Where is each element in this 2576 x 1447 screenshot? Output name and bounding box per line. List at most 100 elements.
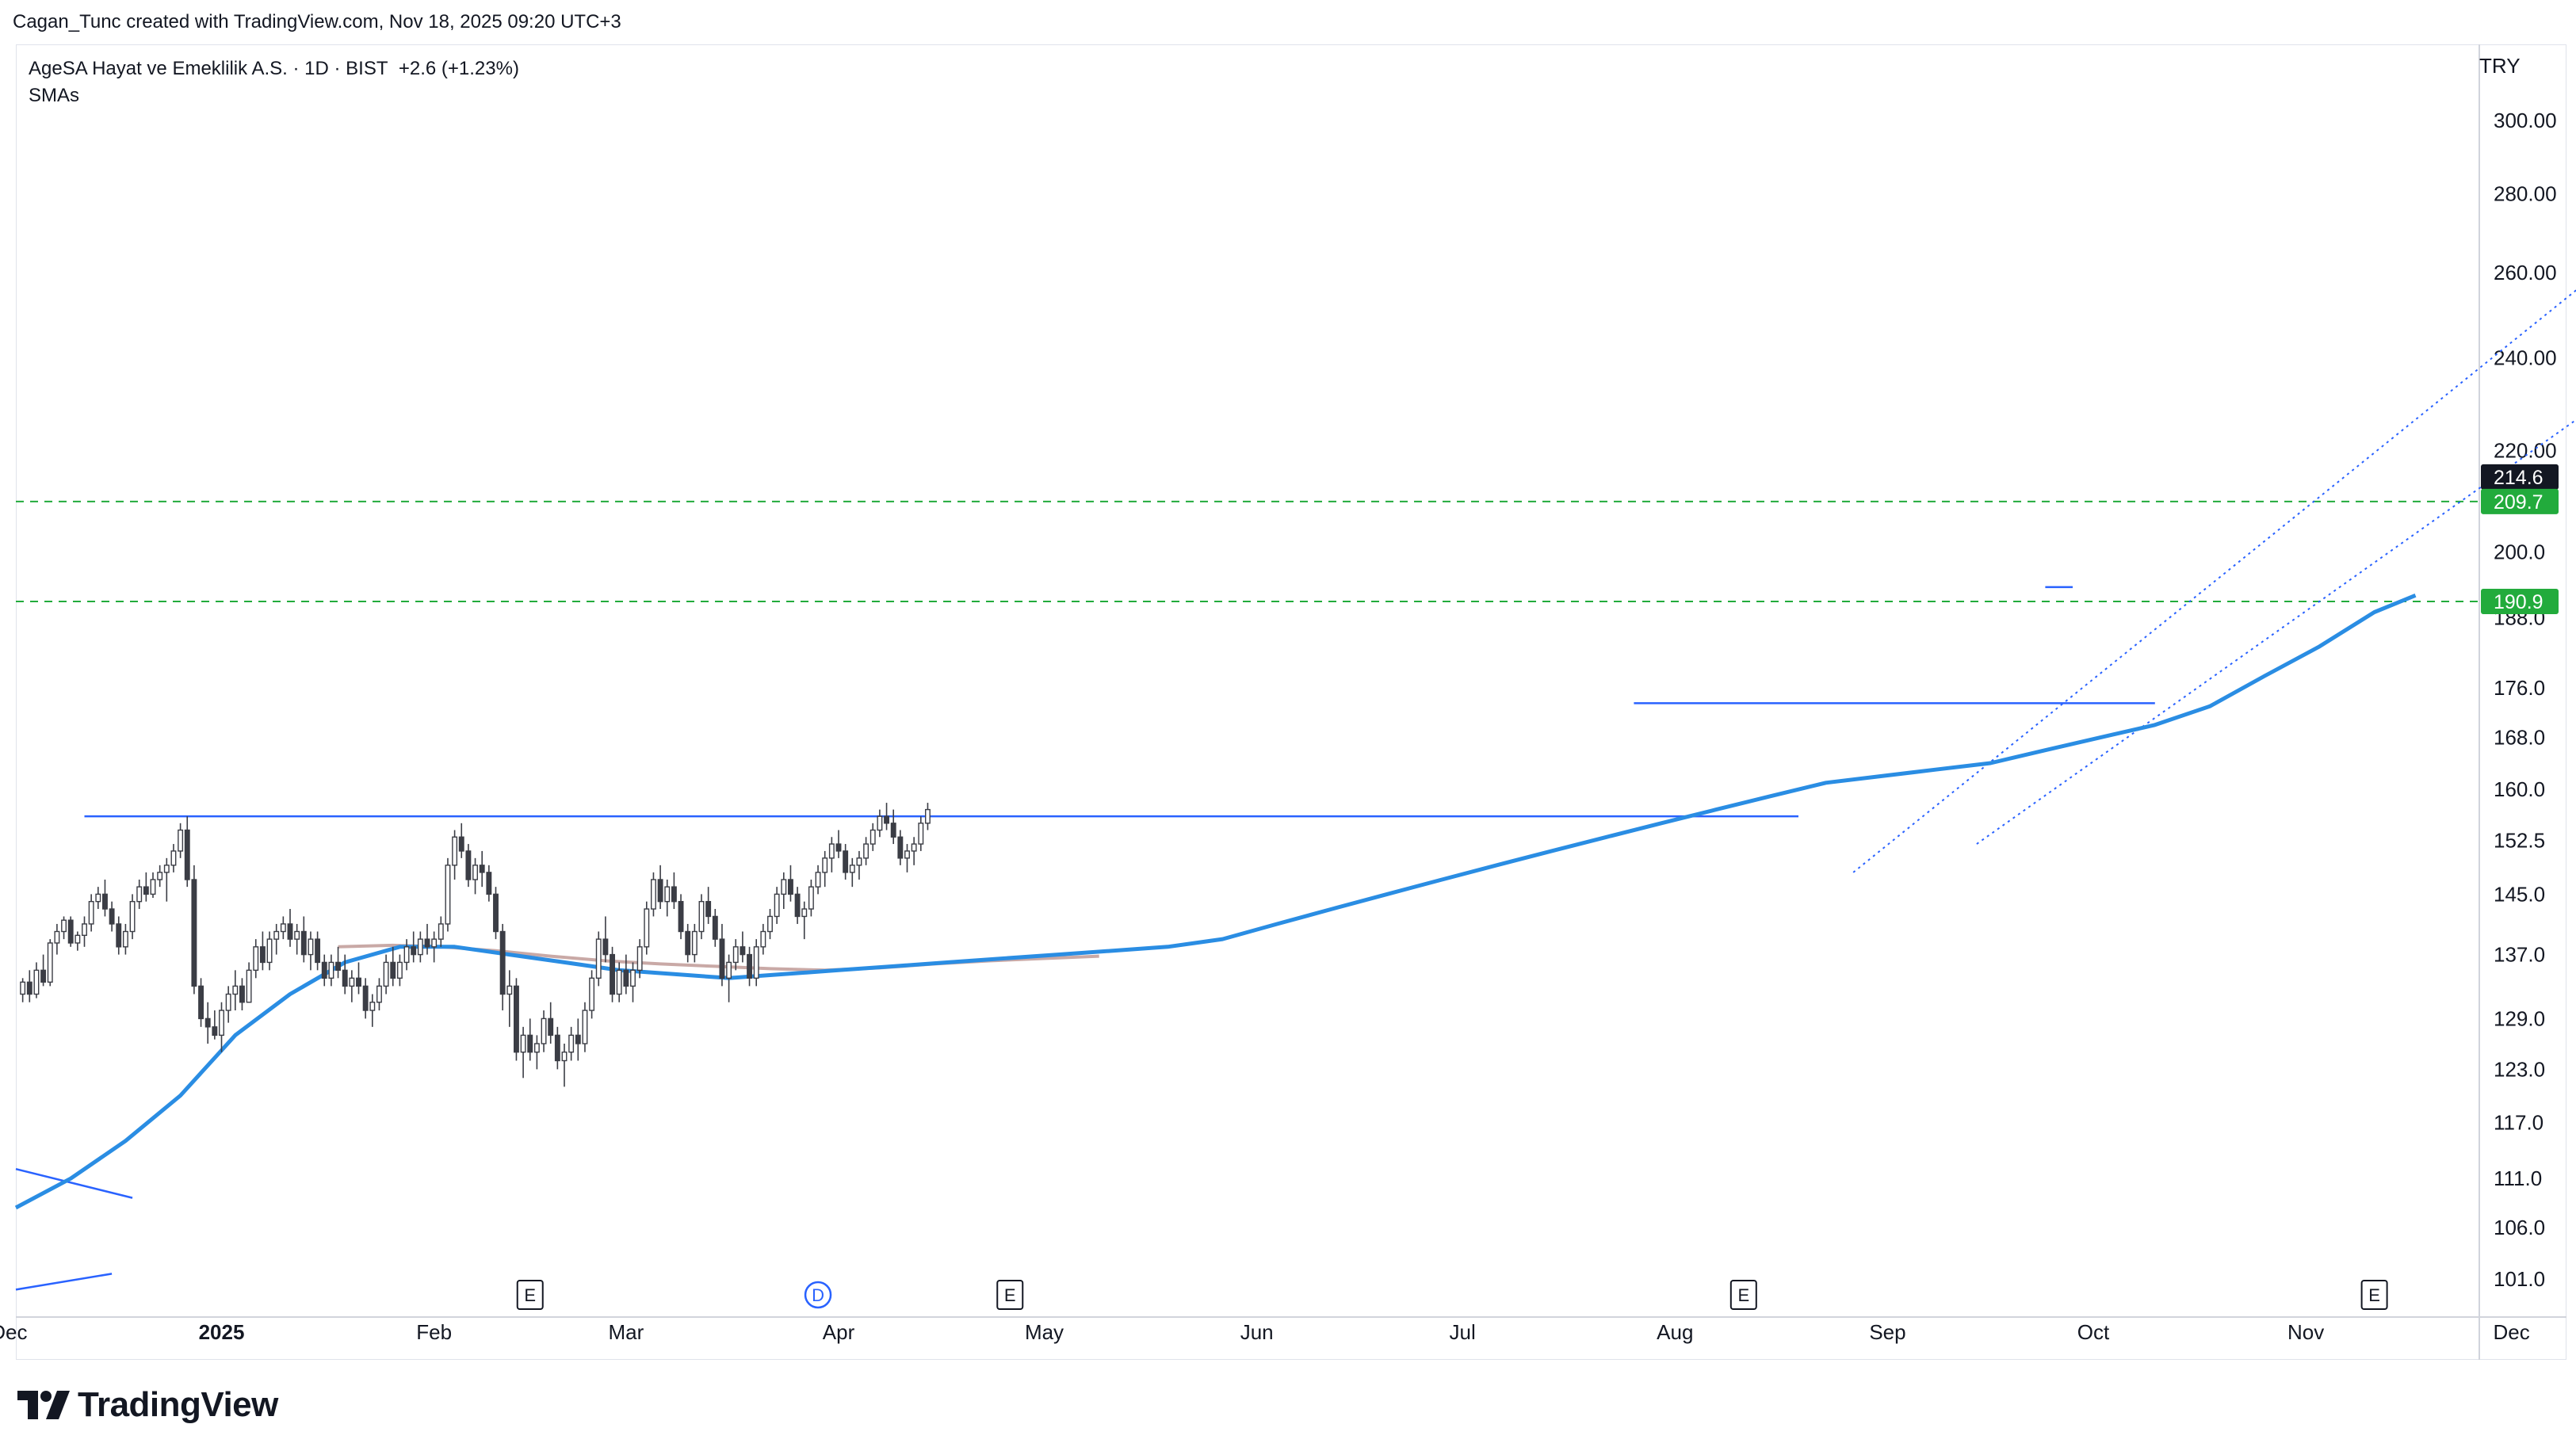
candle-body[interactable] xyxy=(163,865,170,873)
candle-body[interactable] xyxy=(644,908,650,948)
candle-body[interactable] xyxy=(774,893,780,918)
candle-body[interactable] xyxy=(315,938,321,964)
candle-body[interactable] xyxy=(411,946,417,956)
candle-body[interactable] xyxy=(890,823,896,838)
candle-body[interactable] xyxy=(342,969,348,987)
candle-body[interactable] xyxy=(465,850,472,880)
candle-body[interactable] xyxy=(651,879,656,910)
legend-symbol[interactable]: AgeSA Hayat ve Emeklilik A.S. · 1D · BIS… xyxy=(29,58,388,79)
candle-body[interactable] xyxy=(47,942,53,983)
candle-body[interactable] xyxy=(520,1034,526,1053)
candle-body[interactable] xyxy=(198,985,204,1020)
candle-body[interactable] xyxy=(726,961,732,979)
candle-body[interactable] xyxy=(335,961,341,972)
candle-body[interactable] xyxy=(843,850,849,873)
candle-body[interactable] xyxy=(705,900,712,918)
candle-body[interactable] xyxy=(822,857,828,873)
candle-body[interactable] xyxy=(527,1034,533,1053)
candle-body[interactable] xyxy=(712,915,718,940)
currency-label[interactable]: TRY xyxy=(2479,54,2521,78)
price-badge[interactable] xyxy=(2481,589,2559,615)
candle-body[interactable] xyxy=(308,938,314,956)
candle-body[interactable] xyxy=(575,1034,581,1044)
candle-body[interactable] xyxy=(328,961,334,979)
candle-body[interactable] xyxy=(150,879,156,895)
sma-fast-line[interactable] xyxy=(338,943,1099,972)
candle-body[interactable] xyxy=(403,946,410,964)
candle-body[interactable] xyxy=(266,938,273,964)
candle-body[interactable] xyxy=(178,829,184,852)
candle-body[interactable] xyxy=(801,908,808,918)
candle-body[interactable] xyxy=(212,1026,218,1037)
candle-body[interactable] xyxy=(911,843,917,852)
candle-body[interactable] xyxy=(431,938,438,948)
candle-body[interactable] xyxy=(678,900,684,933)
candle-body[interactable] xyxy=(506,985,513,995)
candle-body[interactable] xyxy=(610,953,615,995)
earnings-event-icon[interactable] xyxy=(996,1280,1024,1310)
candle-body[interactable] xyxy=(204,1017,211,1028)
candle-body[interactable] xyxy=(33,969,40,995)
candle-body[interactable] xyxy=(369,1002,376,1011)
price-badge[interactable] xyxy=(2481,488,2559,514)
candle-body[interactable] xyxy=(287,923,293,940)
candle-body[interactable] xyxy=(595,938,602,979)
candle-body[interactable] xyxy=(514,985,519,1053)
candle-body[interactable] xyxy=(362,985,369,1011)
trendline[interactable] xyxy=(15,1273,113,1291)
candle-body[interactable] xyxy=(157,872,163,880)
candle-body[interactable] xyxy=(589,977,595,1011)
candle-body[interactable] xyxy=(657,879,663,903)
candle-body[interactable] xyxy=(246,969,252,1003)
candle-body[interactable] xyxy=(280,923,286,933)
candle-body[interactable] xyxy=(122,930,128,948)
candle-body[interactable] xyxy=(493,893,499,933)
candle-body[interactable] xyxy=(869,829,876,845)
candle-body[interactable] xyxy=(568,1034,575,1053)
candle-body[interactable] xyxy=(815,872,821,888)
candle-body[interactable] xyxy=(26,981,32,995)
candle-body[interactable] xyxy=(390,961,396,979)
candle-body[interactable] xyxy=(698,900,705,933)
earnings-event-icon[interactable] xyxy=(516,1280,544,1310)
candle-body[interactable] xyxy=(191,879,197,987)
trendline[interactable] xyxy=(15,1167,133,1199)
candle-body[interactable] xyxy=(499,930,506,995)
candle-body[interactable] xyxy=(767,915,773,933)
candle-body[interactable] xyxy=(623,969,629,987)
candle-body[interactable] xyxy=(259,946,266,964)
candle-body[interactable] xyxy=(918,823,924,845)
candle-body[interactable] xyxy=(602,938,609,956)
channel-line[interactable] xyxy=(1852,221,2576,873)
candle-body[interactable] xyxy=(349,977,355,987)
candle-body[interactable] xyxy=(101,893,108,910)
candle-body[interactable] xyxy=(472,865,478,880)
candle-body[interactable] xyxy=(877,815,883,831)
candle-body[interactable] xyxy=(835,843,842,852)
candle-body[interactable] xyxy=(232,985,239,995)
candle-body[interactable] xyxy=(541,1017,547,1044)
candle-body[interactable] xyxy=(828,843,835,859)
candle-body[interactable] xyxy=(20,981,26,995)
candle-body[interactable] xyxy=(897,836,904,859)
dividend-event-icon[interactable] xyxy=(804,1281,832,1309)
candle-body[interactable] xyxy=(788,879,793,895)
candle-body[interactable] xyxy=(884,815,890,824)
sma-slow-line[interactable] xyxy=(14,593,2417,1210)
candle-body[interactable] xyxy=(54,930,60,944)
candle-body[interactable] xyxy=(88,900,94,925)
candle-body[interactable] xyxy=(924,808,931,824)
candle-body[interactable] xyxy=(129,900,136,933)
candle-body[interactable] xyxy=(239,985,245,1003)
candle-body[interactable] xyxy=(747,953,752,979)
candle-body[interactable] xyxy=(486,872,492,895)
candle-body[interactable] xyxy=(356,977,361,987)
candle-body[interactable] xyxy=(636,946,643,972)
candle-body[interactable] xyxy=(273,930,280,940)
candle-body[interactable] xyxy=(376,985,382,1003)
candle-body[interactable] xyxy=(691,930,698,956)
candle-body[interactable] xyxy=(438,923,444,940)
candle-body[interactable] xyxy=(808,886,814,910)
candle-body[interactable] xyxy=(170,850,177,866)
